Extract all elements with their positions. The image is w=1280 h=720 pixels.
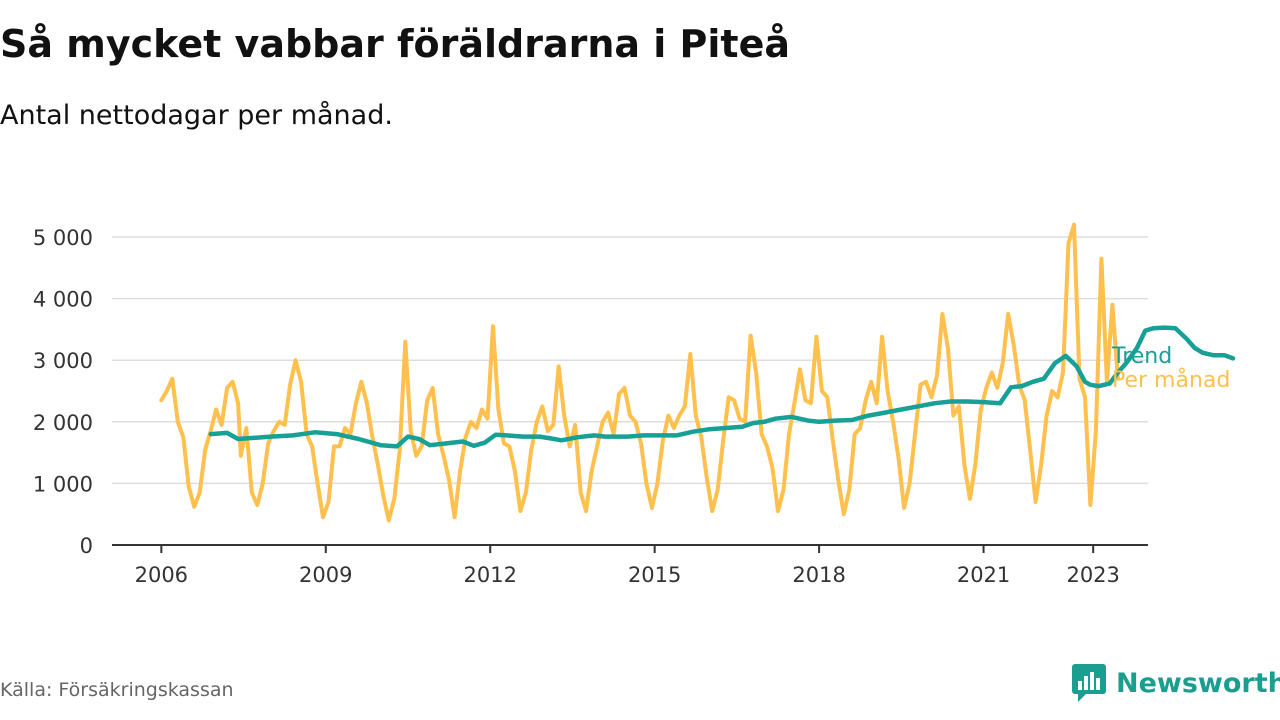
x-axis: 2006 2009 2012 2015 2018 2021 2023 xyxy=(112,544,1148,587)
y-tick-label: 5 000 xyxy=(33,226,93,250)
legend-label-0: Per månad xyxy=(1112,367,1230,393)
series-lines xyxy=(159,222,1236,523)
source-note: Källa: Försäkringskassan xyxy=(0,679,234,701)
x-tick-label: 2021 xyxy=(957,563,1010,587)
bar-chart-speech-bubble-icon xyxy=(1072,664,1106,702)
x-tick-label: 2018 xyxy=(792,563,845,587)
y-tick-label: 0 xyxy=(80,534,93,558)
chart-title: Så mycket vabbar föräldrarna i Piteå xyxy=(0,22,790,66)
y-tick-label: 4 000 xyxy=(33,288,93,312)
brand-name: Newsworthy xyxy=(1116,667,1280,699)
grid-lines xyxy=(112,236,1148,485)
x-tick-label: 2023 xyxy=(1066,563,1119,587)
series-line-trend xyxy=(208,325,1236,449)
x-tick-label: 2015 xyxy=(628,563,681,587)
legend-label-1: Trend xyxy=(1111,344,1172,369)
y-tick-label: 3 000 xyxy=(33,349,93,373)
series-line-per-m-nad xyxy=(159,222,1120,523)
y-tick-label: 1 000 xyxy=(33,472,93,496)
brand-logo: Newsworthy xyxy=(1072,664,1280,702)
x-tick-label: 2006 xyxy=(135,563,188,587)
x-tick-label: 2012 xyxy=(463,563,516,587)
chart-subtitle: Antal nettodagar per månad. xyxy=(0,100,393,131)
y-tick-label: 2 000 xyxy=(33,411,93,435)
y-axis-ticks: 0 1 000 2 000 3 000 4 000 5 000 xyxy=(33,226,93,558)
x-tick-label: 2009 xyxy=(299,563,352,587)
